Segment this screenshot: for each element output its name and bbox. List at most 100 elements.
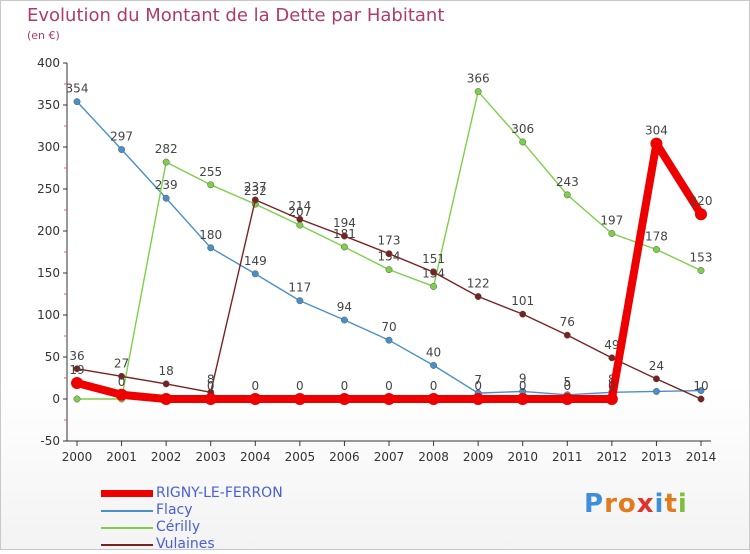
y-tick-label: 100 bbox=[37, 308, 60, 322]
y-tick-label: 400 bbox=[37, 56, 60, 70]
x-tick-label: 2014 bbox=[686, 450, 717, 464]
data-point bbox=[338, 393, 351, 405]
data-point bbox=[204, 393, 217, 405]
data-point bbox=[430, 361, 438, 369]
legend-swatch bbox=[101, 527, 153, 529]
data-label: 0 bbox=[251, 379, 259, 393]
data-label: 197 bbox=[600, 214, 623, 228]
data-label: 239 bbox=[155, 178, 178, 192]
data-point bbox=[340, 316, 348, 324]
data-point bbox=[249, 393, 262, 405]
legend-swatch bbox=[101, 544, 153, 546]
data-label: 101 bbox=[511, 294, 534, 308]
data-label: 207 bbox=[288, 205, 311, 219]
data-point bbox=[118, 372, 126, 380]
data-point bbox=[296, 221, 304, 229]
data-label: 94 bbox=[337, 300, 352, 314]
data-label: 117 bbox=[288, 281, 311, 295]
x-tick-label: 2009 bbox=[463, 450, 494, 464]
data-point bbox=[427, 393, 440, 405]
data-label: 0 bbox=[207, 379, 215, 393]
data-label: 76 bbox=[560, 315, 575, 329]
data-point bbox=[296, 215, 304, 223]
legend-label: RIGNY-LE-FERRON bbox=[156, 485, 283, 501]
data-point bbox=[207, 244, 215, 252]
data-label: 220 bbox=[690, 194, 713, 208]
x-tick-label: 2005 bbox=[285, 450, 316, 464]
data-label: 354 bbox=[66, 82, 89, 96]
data-point bbox=[519, 310, 527, 318]
x-tick-label: 2000 bbox=[62, 450, 93, 464]
data-point bbox=[383, 393, 395, 405]
data-point bbox=[695, 208, 707, 221]
x-tick-label: 2006 bbox=[329, 450, 360, 464]
logo-letter: i bbox=[654, 489, 665, 519]
series-vulaines: 36 27 18 8 237 214 194 173 151 122 101 76 49 24 10 bbox=[69, 180, 709, 403]
data-point bbox=[293, 393, 306, 405]
data-point bbox=[385, 250, 393, 258]
chart-title: Evolution du Montant de la Dette par Hab… bbox=[27, 5, 445, 26]
data-label: 0 bbox=[118, 375, 126, 389]
data-label: 19 bbox=[69, 363, 84, 377]
y-tick-label: 300 bbox=[37, 140, 60, 154]
data-point bbox=[697, 267, 705, 274]
data-label: 0 bbox=[296, 379, 304, 393]
x-tick-label: 2012 bbox=[597, 450, 628, 464]
data-label: 9 bbox=[519, 371, 527, 385]
data-label: 49 bbox=[604, 338, 619, 352]
y-tick-label: 200 bbox=[37, 224, 60, 238]
data-point bbox=[516, 393, 529, 405]
x-tick-label: 2010 bbox=[507, 450, 538, 464]
data-point bbox=[71, 377, 83, 390]
data-label: 40 bbox=[426, 345, 441, 359]
data-point bbox=[162, 380, 170, 388]
data-label: 194 bbox=[333, 216, 356, 230]
legend-label: Vulaines bbox=[156, 536, 215, 552]
data-point bbox=[652, 375, 660, 383]
data-point bbox=[474, 88, 482, 96]
data-point bbox=[652, 387, 660, 395]
data-point bbox=[561, 393, 574, 405]
y-tick-label: 250 bbox=[37, 182, 60, 196]
y-tick-label: 150 bbox=[37, 266, 60, 280]
x-tick-label: 2001 bbox=[106, 450, 137, 464]
x-tick-label: 2002 bbox=[151, 450, 182, 464]
data-label: 0 bbox=[563, 379, 571, 393]
legend-label: Cérilly bbox=[156, 519, 201, 535]
data-label: 24 bbox=[649, 359, 664, 373]
data-point bbox=[251, 270, 259, 278]
data-label: 8 bbox=[207, 372, 215, 386]
data-label: 18 bbox=[159, 364, 174, 378]
logo-letter: r bbox=[604, 489, 618, 519]
data-point bbox=[73, 365, 81, 373]
data-point bbox=[430, 268, 438, 276]
data-label: 232 bbox=[244, 184, 267, 198]
y-tick-label: -50 bbox=[40, 434, 60, 448]
legend-swatch bbox=[101, 510, 153, 512]
logo-letter: P bbox=[584, 489, 605, 519]
data-label: 237 bbox=[244, 180, 267, 194]
data-point bbox=[73, 98, 81, 106]
data-point bbox=[605, 393, 618, 405]
data-point bbox=[608, 354, 616, 362]
data-point bbox=[608, 230, 616, 237]
x-tick-label: 2007 bbox=[374, 450, 405, 464]
x-tick-label: 2013 bbox=[641, 450, 672, 464]
data-label: 70 bbox=[381, 320, 396, 334]
series-rigny-le-ferron: 19 0 0 0 0 0 0 0 0 0 0 0 304 220 bbox=[69, 124, 712, 405]
y-tick-label: 50 bbox=[45, 350, 60, 364]
data-point bbox=[207, 181, 215, 189]
data-label: 0 bbox=[430, 379, 438, 393]
data-point bbox=[162, 158, 170, 166]
data-label: 153 bbox=[690, 250, 713, 264]
data-label: 0 bbox=[474, 379, 482, 393]
data-label: 304 bbox=[645, 124, 668, 138]
data-point bbox=[160, 393, 173, 405]
y-unit-label: (en €) bbox=[27, 29, 60, 42]
data-label: 7 bbox=[474, 373, 482, 387]
logo-letter: t bbox=[664, 489, 678, 519]
data-point bbox=[385, 266, 393, 274]
data-label: 297 bbox=[110, 130, 133, 144]
legend-swatch bbox=[101, 490, 153, 497]
data-label: 0 bbox=[385, 379, 393, 393]
